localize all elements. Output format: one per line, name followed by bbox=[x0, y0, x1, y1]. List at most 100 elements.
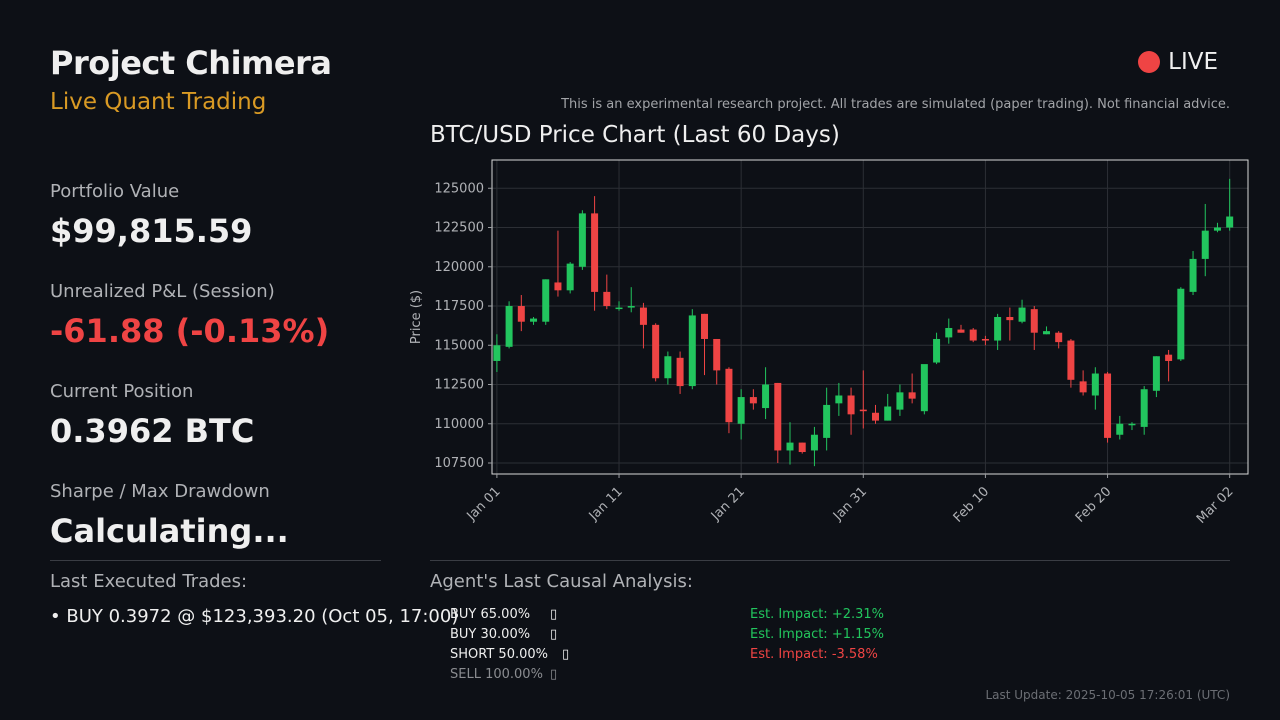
candle-body bbox=[1226, 216, 1234, 228]
candle-body bbox=[542, 279, 550, 322]
portfolio-value-label: Portfolio Value bbox=[50, 181, 180, 202]
candle-body bbox=[1104, 373, 1112, 438]
candle-body bbox=[603, 291, 611, 307]
candle-body bbox=[957, 329, 965, 333]
candle-body bbox=[798, 442, 806, 453]
candle-body bbox=[1091, 373, 1099, 396]
agent-impact: Est. Impact: +2.31% bbox=[750, 607, 885, 622]
agent-analysis-list: BUY 65.00% ▯ Est. Impact: +2.31% BUY 30.… bbox=[450, 607, 950, 687]
candle-body bbox=[994, 317, 1002, 341]
agent-analysis-label: Agent's Last Causal Analysis: bbox=[430, 571, 693, 592]
agent-row: BUY 30.00% ▯ Est. Impact: +1.15% bbox=[450, 627, 950, 647]
candle-body bbox=[676, 357, 684, 387]
candle-body bbox=[786, 442, 794, 451]
price-chart: 107500 110000 112500 115000 117500 120000 1225… bbox=[409, 159, 1249, 527]
candle-body bbox=[566, 263, 574, 291]
candle-body bbox=[1165, 354, 1173, 361]
candle-body bbox=[627, 306, 635, 308]
candle-body bbox=[505, 306, 513, 347]
candle-body bbox=[517, 306, 525, 322]
x-tick-label: Feb 10 bbox=[951, 484, 993, 526]
chart-title: BTC/USD Price Chart (Last 60 Days) bbox=[430, 122, 840, 148]
candle-body bbox=[1030, 309, 1038, 333]
y-tick-label: 112500 bbox=[434, 378, 484, 393]
x-tick-label: Jan 31 bbox=[830, 484, 870, 524]
portfolio-value: $99,815.59 bbox=[50, 212, 253, 250]
candle-body bbox=[701, 313, 709, 339]
candle-body bbox=[969, 329, 977, 341]
live-dot-icon bbox=[1138, 51, 1161, 73]
trade-item: • BUY 0.3972 @ $123,393.20 (Oct 05, 17:0… bbox=[50, 606, 459, 627]
candle-body bbox=[1140, 389, 1148, 427]
candle-body bbox=[652, 324, 660, 379]
position-label: Current Position bbox=[50, 381, 194, 402]
candle-body bbox=[908, 392, 916, 399]
y-tick-label: 107500 bbox=[434, 456, 484, 471]
candle-body bbox=[1213, 227, 1221, 231]
candle-body bbox=[664, 356, 672, 379]
candle-body bbox=[1042, 331, 1050, 335]
agent-action: SELL 100.00% bbox=[450, 667, 543, 682]
x-tick-label: Feb 20 bbox=[1073, 484, 1115, 526]
disclaimer-text: This is an experimental research project… bbox=[561, 97, 1230, 112]
candle-body bbox=[1201, 230, 1209, 259]
y-tick-label: 115000 bbox=[434, 338, 484, 353]
agent-impact: Est. Impact: -3.58% bbox=[750, 647, 878, 662]
candle-body bbox=[981, 338, 989, 341]
app-subtitle: Live Quant Trading bbox=[50, 89, 267, 115]
x-tick-label: Jan 01 bbox=[464, 484, 504, 524]
placeholder-icon: ▯ bbox=[562, 647, 570, 662]
candle-body bbox=[774, 382, 782, 451]
chart-frame bbox=[491, 159, 1249, 475]
sharpe-drawdown-label: Sharpe / Max Drawdown bbox=[50, 481, 270, 502]
candle-body bbox=[1177, 288, 1185, 360]
trades-divider bbox=[50, 560, 381, 561]
candle-body bbox=[1152, 356, 1160, 391]
agent-impact: Est. Impact: +1.15% bbox=[750, 627, 885, 642]
candle-body bbox=[725, 368, 733, 423]
position-value: 0.3962 BTC bbox=[50, 412, 255, 450]
candle-body bbox=[896, 392, 904, 410]
candle-body bbox=[884, 406, 892, 421]
candle-body bbox=[823, 404, 831, 438]
agent-action: BUY 65.00% bbox=[450, 607, 531, 622]
candle-body bbox=[713, 338, 721, 371]
y-axis-label: Price ($) bbox=[409, 290, 424, 344]
placeholder-icon: ▯ bbox=[550, 667, 558, 682]
agent-divider bbox=[430, 560, 1230, 561]
candle-body bbox=[749, 397, 757, 404]
y-tick-label: 120000 bbox=[434, 260, 484, 275]
candle-body bbox=[578, 213, 586, 267]
live-indicator: LIVE bbox=[1138, 49, 1218, 75]
y-tick-label: 122500 bbox=[434, 221, 484, 236]
placeholder-icon: ▯ bbox=[550, 627, 558, 642]
candle-body bbox=[737, 397, 745, 424]
candle-body bbox=[859, 409, 867, 412]
agent-row: SELL 100.00% ▯ bbox=[450, 667, 950, 687]
candle-body bbox=[1006, 317, 1014, 321]
candle-body bbox=[945, 327, 953, 338]
trades-label: Last Executed Trades: bbox=[50, 571, 248, 592]
x-tick-label: Jan 11 bbox=[586, 484, 626, 524]
candle-body bbox=[554, 282, 562, 291]
app-title: Project Chimera bbox=[50, 44, 332, 82]
candle-body bbox=[762, 384, 770, 409]
agent-row: SHORT 50.00% ▯ Est. Impact: -3.58% bbox=[450, 647, 950, 667]
placeholder-icon: ▯ bbox=[550, 607, 558, 622]
candle-body bbox=[1079, 381, 1087, 393]
pnl-value: -61.88 (-0.13%) bbox=[50, 312, 330, 350]
agent-action: BUY 30.00% bbox=[450, 627, 531, 642]
candle-body bbox=[1128, 423, 1136, 426]
candle-body bbox=[1018, 307, 1026, 322]
sharpe-drawdown-value: Calculating... bbox=[50, 512, 289, 550]
candle-body bbox=[835, 395, 843, 404]
candle-body bbox=[688, 315, 696, 387]
agent-row: BUY 65.00% ▯ Est. Impact: +2.31% bbox=[450, 607, 950, 627]
candle-body bbox=[493, 345, 501, 361]
agent-action: SHORT 50.00% bbox=[450, 647, 548, 662]
y-tick-label: 110000 bbox=[434, 417, 484, 432]
y-tick-label: 117500 bbox=[434, 299, 484, 314]
live-label: LIVE bbox=[1168, 49, 1218, 75]
candle-body bbox=[871, 412, 879, 421]
x-tick-label: Mar 02 bbox=[1194, 484, 1237, 527]
